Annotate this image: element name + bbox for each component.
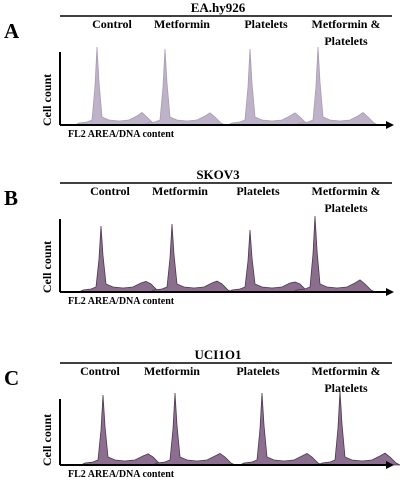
histogram (74, 46, 158, 126)
condition-label: Platelets (324, 381, 368, 395)
condition-label: Metformin (144, 364, 200, 378)
condition-label: Metformin & (312, 184, 381, 198)
panel-letter: C (4, 366, 19, 390)
condition-label: Metformin & (312, 17, 381, 31)
y-axis-label: Cell count (40, 74, 54, 126)
condition-label: Metformin (154, 17, 210, 31)
condition-label: Metformin (152, 184, 208, 198)
histogram (227, 48, 311, 126)
panel-letter: B (4, 186, 18, 210)
panel-title: UCI1O1 (195, 347, 242, 362)
condition-label: Platelets (324, 34, 368, 48)
histogram (295, 46, 379, 126)
x-axis-label: FL2 AREA/DNA content (68, 129, 175, 140)
panel: A EA.hy926 Control Metformin Platelets Metfor… (4, 0, 394, 140)
x-axis-label: FL2 AREA/DNA content (68, 296, 175, 307)
axis-arrow (386, 121, 394, 129)
x-axis-label: FL2 AREA/DNA content (68, 469, 175, 480)
histogram (80, 394, 164, 466)
condition-label: Metformin & (312, 364, 381, 378)
y-axis-label: Cell count (40, 414, 54, 466)
condition-label: Platelets (324, 201, 368, 215)
panel: B SKOV3 Control Metformin Platelets Metformin… (4, 167, 394, 307)
histogram (78, 225, 162, 293)
histogram (227, 229, 311, 293)
condition-label: Platelets (244, 17, 288, 31)
axis-arrow (386, 461, 394, 469)
condition-label: Control (92, 17, 132, 31)
histogram (239, 392, 323, 466)
panel-letter: A (4, 19, 20, 43)
condition-label: Control (80, 364, 120, 378)
histogram (317, 390, 400, 466)
histogram (292, 215, 376, 293)
y-axis-label: Cell count (40, 241, 54, 293)
histogram (152, 392, 236, 466)
histogram (142, 48, 226, 126)
condition-label: Platelets (236, 184, 280, 198)
panel: C UCI1O1 Control Metformin Platelets Metformi… (4, 347, 400, 480)
axis-arrow (386, 288, 394, 296)
panel-title: EA.hy926 (191, 0, 246, 15)
condition-label: Control (90, 184, 130, 198)
histogram (149, 223, 233, 293)
condition-label: Platelets (236, 364, 280, 378)
panel-title: SKOV3 (196, 167, 240, 182)
